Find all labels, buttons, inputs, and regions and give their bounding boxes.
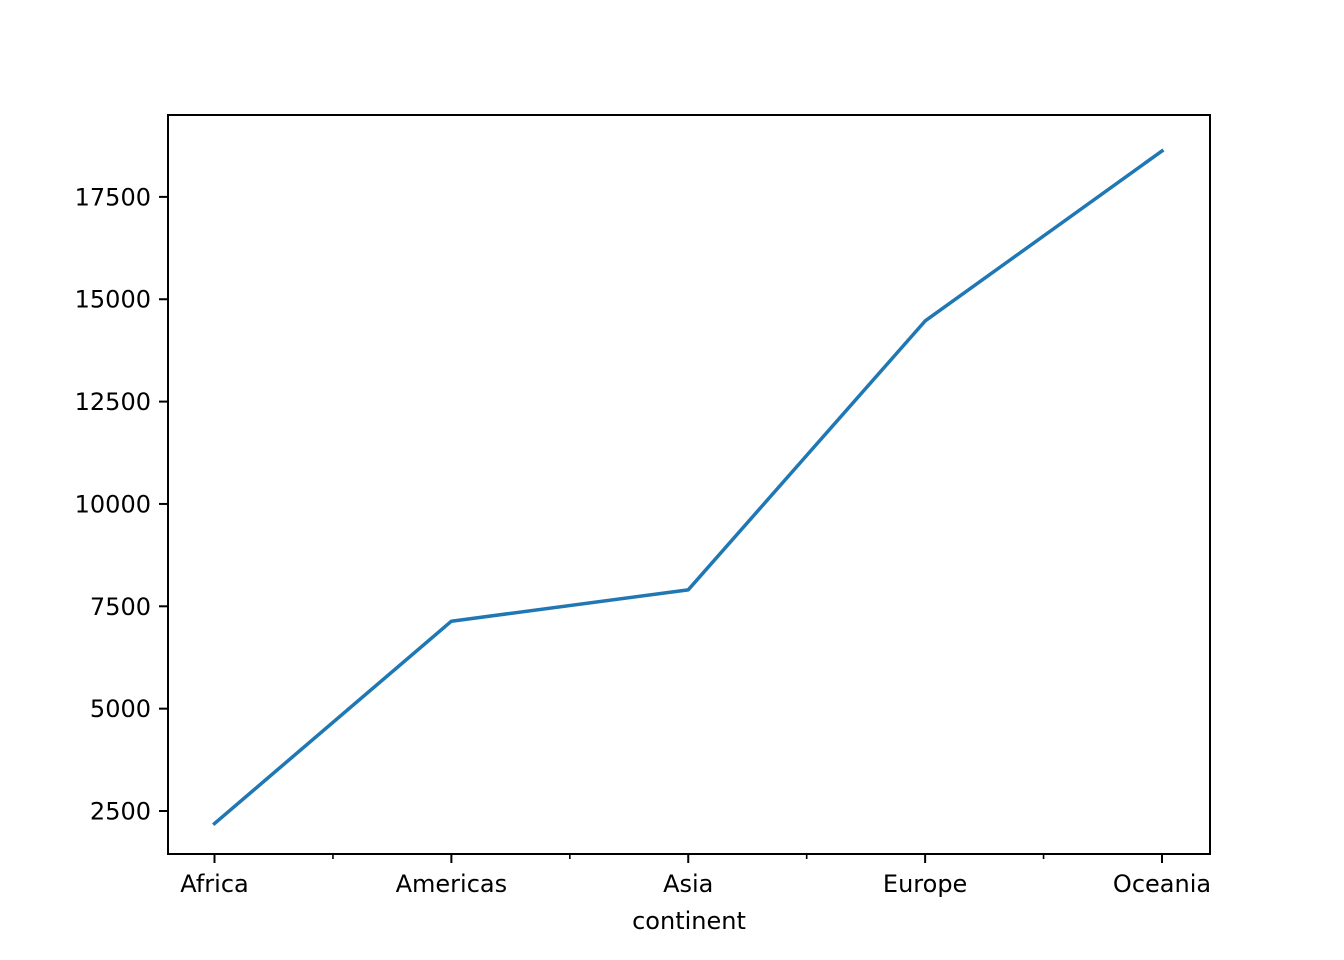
y-tick-label: 10000 bbox=[75, 490, 151, 518]
y-tick-label: 12500 bbox=[75, 388, 151, 416]
x-tick-label: Asia bbox=[663, 870, 713, 898]
x-tick-label: Americas bbox=[396, 870, 508, 898]
y-tick-label: 2500 bbox=[90, 798, 151, 826]
x-tick-label: Europe bbox=[883, 870, 967, 898]
plot-frame bbox=[167, 114, 1211, 855]
x-tick-label: Africa bbox=[180, 870, 248, 898]
series-layer bbox=[212, 148, 1165, 827]
x-axis-label: continent bbox=[632, 907, 746, 935]
series-line bbox=[212, 148, 1165, 827]
y-tick-label: 15000 bbox=[75, 286, 151, 314]
y-tick-label: 5000 bbox=[90, 695, 151, 723]
y-axis-ticks: 2500 5000 7500 10000 12500 15000 17500 bbox=[75, 183, 168, 826]
y-tick-label: 17500 bbox=[75, 183, 151, 211]
x-axis-ticks: Africa Americas Asia Europe Oceania bbox=[180, 854, 1211, 898]
y-tick-label: 7500 bbox=[90, 593, 151, 621]
x-tick-label: Oceania bbox=[1113, 870, 1211, 898]
